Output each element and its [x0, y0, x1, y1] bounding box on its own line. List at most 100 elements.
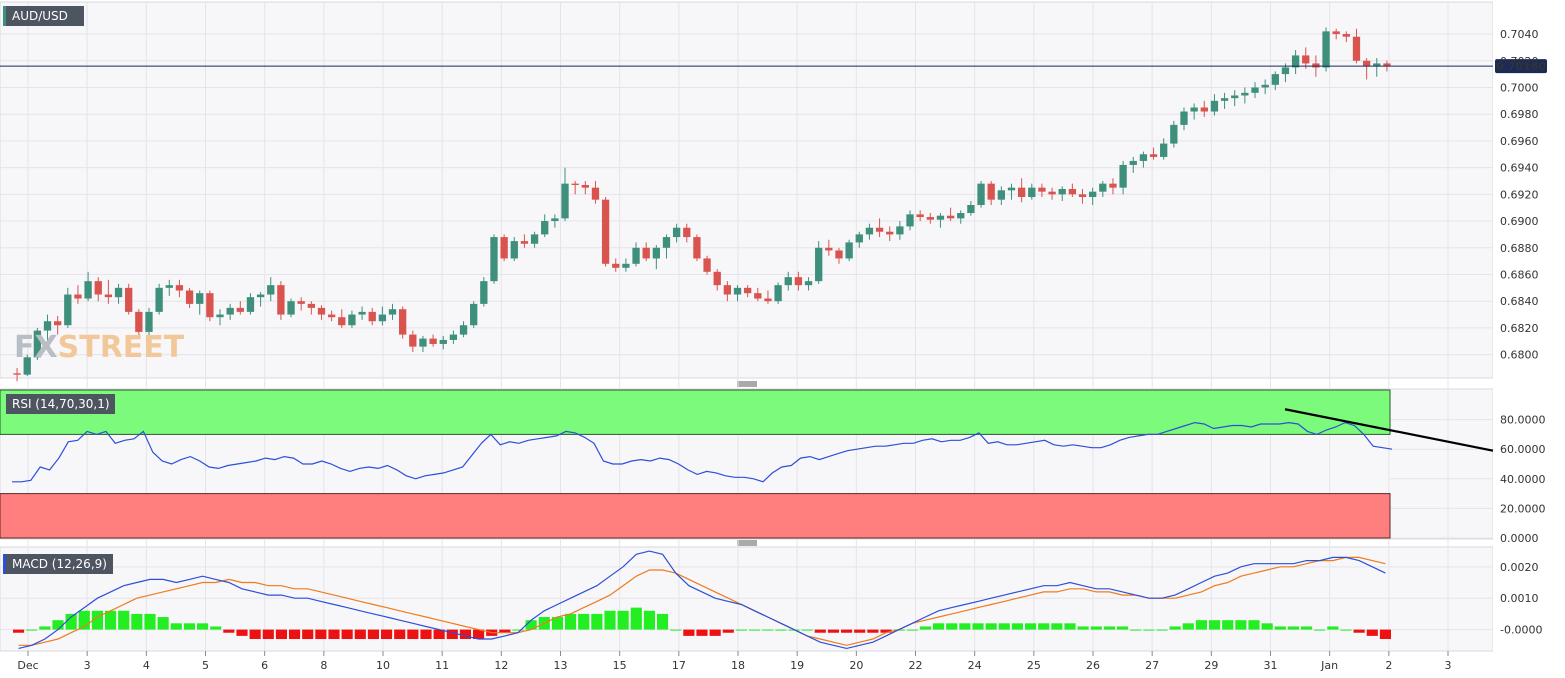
- macd-histogram-bar: [1011, 623, 1023, 630]
- macd-histogram-bar: [1143, 629, 1155, 631]
- candle-body: [470, 303, 478, 326]
- candle: [104, 279, 113, 304]
- candle-body: [683, 227, 691, 238]
- candle: [490, 234, 498, 284]
- candle-body: [744, 287, 752, 294]
- price-tick-label: 0.6880: [1500, 242, 1539, 255]
- macd-histogram-bar: [407, 629, 419, 640]
- candle: [967, 201, 975, 216]
- candle: [236, 301, 244, 315]
- macd-histogram-bar: [630, 607, 642, 630]
- macd-histogram-bar: [1182, 623, 1194, 630]
- candle-body: [652, 247, 660, 259]
- candle-body: [1099, 183, 1107, 192]
- candle-body: [906, 214, 914, 227]
- candle-body: [784, 277, 792, 286]
- candle-body: [267, 285, 275, 295]
- candle: [1302, 47, 1310, 69]
- candle: [1352, 28, 1361, 64]
- candle: [358, 306, 366, 320]
- candle: [1139, 151, 1148, 168]
- candle: [601, 197, 610, 267]
- candle-body: [1251, 87, 1259, 93]
- macd-histogram-bar: [998, 623, 1010, 630]
- macd-histogram-bar: [565, 613, 577, 630]
- candle-body: [399, 309, 407, 335]
- candle: [774, 282, 782, 304]
- candle-body: [703, 258, 711, 272]
- candle: [74, 285, 82, 304]
- candle-body: [591, 187, 600, 200]
- candle-body: [541, 221, 549, 235]
- candle-body: [1038, 187, 1046, 192]
- candle-body: [601, 199, 610, 264]
- candle: [886, 226, 894, 242]
- panel-divider-handle[interactable]: [737, 381, 757, 387]
- rsi-oversold-zone: [0, 493, 1391, 539]
- candle: [1200, 100, 1208, 117]
- candle-body: [1342, 34, 1350, 37]
- time-tick-label: 29: [1204, 659, 1218, 672]
- macd-histogram-bar: [433, 629, 445, 640]
- candle-body: [1058, 188, 1066, 195]
- candle-body: [662, 237, 671, 248]
- candle-body: [54, 321, 62, 326]
- candle: [256, 291, 265, 307]
- time-tick-label: 18: [731, 659, 745, 672]
- candle-body: [206, 293, 214, 318]
- candle-body: [1109, 183, 1117, 188]
- macd-histogram-bar: [1195, 620, 1207, 630]
- candle-body: [1231, 95, 1239, 99]
- svg-text:AUD/USD: AUD/USD: [12, 9, 68, 23]
- candle: [571, 180, 579, 195]
- candle: [54, 315, 62, 335]
- candle-body: [1170, 124, 1178, 144]
- candle-body: [1271, 74, 1279, 85]
- rsi-label: RSI (14,70,30,1): [3, 394, 115, 414]
- candle: [916, 210, 924, 222]
- rsi-tick-label: 40.0000: [1500, 473, 1546, 486]
- candle-body: [865, 227, 874, 235]
- rsi-tick-label: 20.0000: [1500, 502, 1546, 515]
- candle-body: [1352, 36, 1361, 61]
- candle: [1007, 183, 1016, 200]
- macd-histogram-bar: [315, 629, 327, 640]
- time-tick-label: 13: [554, 659, 568, 672]
- candle-body: [845, 242, 853, 259]
- candle-body: [1302, 55, 1310, 64]
- candle-body: [1007, 187, 1016, 191]
- candle-body: [815, 247, 823, 282]
- macd-histogram-bar: [236, 629, 248, 636]
- candle: [155, 283, 163, 315]
- rsi-tick-label: 60.0000: [1500, 443, 1546, 456]
- macd-line: [18, 550, 1386, 650]
- candle-body: [216, 314, 224, 318]
- macd-histogram-bar: [762, 629, 774, 631]
- candle-body: [348, 314, 356, 326]
- macd-histogram-bar: [302, 629, 314, 640]
- candle: [175, 279, 184, 298]
- candle-body: [1261, 84, 1269, 88]
- macd-histogram-bar: [867, 629, 879, 633]
- candle: [713, 269, 721, 291]
- macd-histogram-bar: [972, 623, 984, 630]
- time-tick-label: 12: [494, 659, 508, 672]
- candle: [267, 277, 275, 302]
- candle-body: [967, 205, 975, 214]
- panel-divider-handle[interactable]: [737, 540, 757, 546]
- candle-body: [804, 281, 813, 286]
- macd-tick-label: -0.0000: [1500, 624, 1542, 637]
- macd-histogram-bar: [52, 620, 64, 630]
- candle: [165, 279, 173, 296]
- current-price-tag: 0.70160: [1495, 59, 1547, 74]
- macd-histogram-bar: [617, 610, 629, 630]
- candle: [125, 283, 133, 315]
- candle: [591, 180, 600, 204]
- candle-body: [94, 281, 102, 295]
- macd-histogram-bar: [933, 623, 945, 630]
- candle-body: [1089, 191, 1097, 198]
- candle: [114, 283, 123, 304]
- candle: [307, 301, 315, 315]
- candle: [764, 290, 772, 304]
- macd-histogram-bar: [446, 629, 458, 640]
